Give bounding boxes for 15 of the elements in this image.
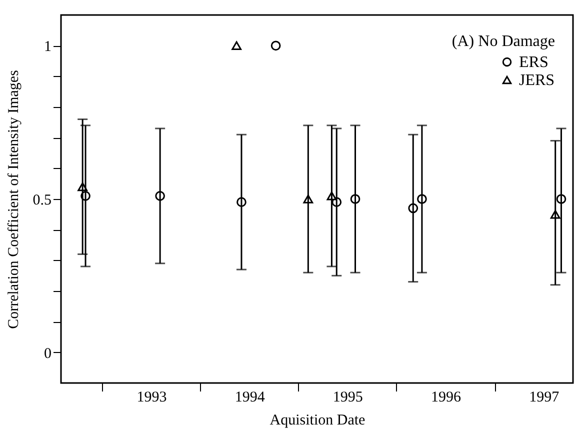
x-tick-label: 1997 xyxy=(529,390,560,406)
legend-title: (A) No Damage xyxy=(452,33,555,50)
x-tick-label: 1995 xyxy=(332,390,363,406)
y-tick-label: 1 xyxy=(44,39,52,56)
legend-label: ERS xyxy=(519,54,548,71)
y-tick-label: 0.5 xyxy=(32,192,52,208)
point xyxy=(232,41,242,50)
y-axis-title: Correlation Coefficient of Intensity Images xyxy=(6,70,22,329)
legend-label: JERS xyxy=(519,72,555,89)
x-axis-title: Aquisition Date xyxy=(270,412,366,428)
point xyxy=(270,40,281,51)
x-tick-label: 1996 xyxy=(430,390,462,406)
x-tick-label: 1994 xyxy=(234,390,266,406)
y-tick-label: 0 xyxy=(44,346,52,362)
x-tick-label: 1993 xyxy=(136,390,167,406)
